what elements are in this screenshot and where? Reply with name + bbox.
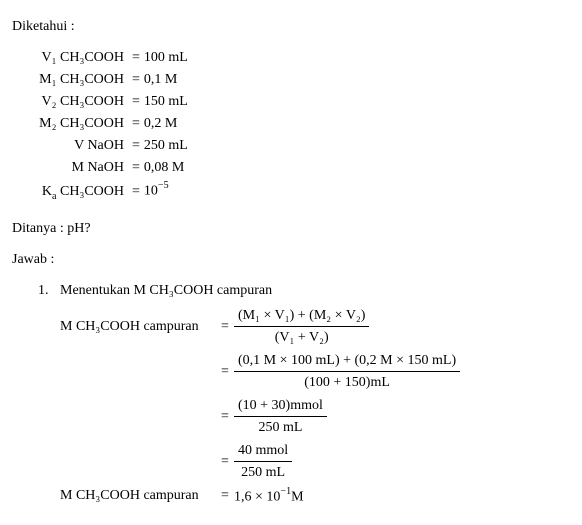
given-rhs: 150 mL [144,91,188,112]
fraction: (M₁ × V₁) + (M₂ × V₂) (V₁ + V₂) [234,305,369,348]
given-lhs: V₁ CH₃COOH [18,47,128,68]
given-row-ka: Ka CH₃COOH = 10−5 [18,179,570,204]
fraction-numerator: (M₁ × V₁) + (M₂ × V₂) [234,305,369,326]
equals-sign: = [128,157,144,178]
fraction-numerator: (10 + 30)mmol [234,395,327,416]
equals-sign: = [128,47,144,68]
given-lhs: V NaOH [18,135,128,156]
calc-row-1: M CH₃COOH campuran = (M₁ × V₁) + (M₂ × V… [60,305,570,348]
given-lhs: M NaOH [18,157,128,178]
step-title: Menentukan M CH₃COOH campuran [60,280,570,301]
fraction-denominator: (100 + 150)mL [300,372,394,393]
given-block: V₁ CH₃COOH = 100 mL M₁ CH₃COOH = 0,1 M V… [18,47,570,204]
given-row-vnaoh: V NaOH = 250 mL [18,135,570,156]
equals-sign: = [218,451,232,472]
fraction: (0,1 M × 100 mL) + (0,2 M × 150 mL) (100… [234,350,460,393]
label-jawab: Jawab : [12,249,570,270]
equals-sign: = [128,91,144,112]
fraction: 40 mmol 250 mL [234,440,292,483]
given-lhs: M₂ CH₃COOH [18,113,128,134]
given-row-m2: M₂ CH₃COOH = 0,2 M [18,113,570,134]
equals-sign: = [218,316,232,337]
calc-lhs: M CH₃COOH campuran [60,485,218,506]
label-ditanya: Ditanya : pH? [12,218,570,239]
step-1: 1. Menentukan M CH₃COOH campuran M CH₃CO… [38,280,570,510]
given-row-v1: V₁ CH₃COOH = 100 mL [18,47,570,68]
given-rhs: 0,2 M [144,113,177,134]
given-row-mnaoh: M NaOH = 0,08 M [18,157,570,178]
fraction-numerator: (0,1 M × 100 mL) + (0,2 M × 150 mL) [234,350,460,371]
given-lhs: M₁ CH₃COOH [18,69,128,90]
given-rhs: 100 mL [144,47,188,68]
given-lhs: Ka CH₃COOH [18,181,128,204]
step-number: 1. [38,280,60,510]
equals-sign: = [128,135,144,156]
fraction: (10 + 30)mmol 250 mL [234,395,327,438]
calc-row-result: M CH₃COOH campuran = 1,6 × 10−1M [60,485,570,508]
fraction-denominator: 250 mL [254,417,306,438]
equals-sign: = [218,361,232,382]
fraction-numerator: 40 mmol [234,440,292,461]
fraction-denominator: (V₁ + V₂) [271,327,333,348]
calc-lhs: M CH₃COOH campuran [60,316,218,337]
equals-sign: = [218,406,232,427]
fraction-denominator: 250 mL [237,462,289,483]
given-lhs: V₂ CH₃COOH [18,91,128,112]
given-rhs: 10−5 [144,179,169,202]
given-rhs: 0,1 M [144,69,177,90]
calc-row-3: = (10 + 30)mmol 250 mL [60,395,570,438]
given-row-v2: V₂ CH₃COOH = 150 mL [18,91,570,112]
label-diketahui: Diketahui : [12,16,570,37]
equals-sign: = [128,69,144,90]
calc-result: 1,6 × 10−1M [232,485,304,508]
calc-block: M CH₃COOH campuran = (M₁ × V₁) + (M₂ × V… [60,305,570,508]
given-rhs: 250 mL [144,135,188,156]
given-row-m1: M₁ CH₃COOH = 0,1 M [18,69,570,90]
equals-sign: = [218,485,232,506]
equals-sign: = [128,181,144,202]
given-rhs: 0,08 M [144,157,184,178]
equals-sign: = [128,113,144,134]
calc-row-2: = (0,1 M × 100 mL) + (0,2 M × 150 mL) (1… [60,350,570,393]
calc-row-4: = 40 mmol 250 mL [60,440,570,483]
